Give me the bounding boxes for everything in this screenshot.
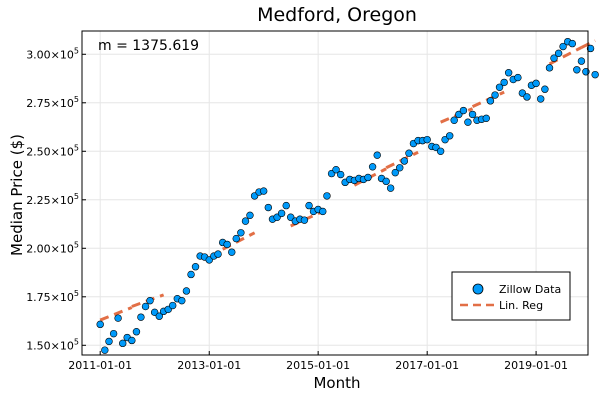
- legend-label-zillow-data: Zillow Data: [499, 283, 561, 296]
- data-point: [482, 114, 490, 123]
- data-point: [228, 248, 236, 256]
- data-point: [119, 339, 127, 348]
- data-point: [405, 149, 413, 157]
- data-point: [114, 314, 122, 322]
- data-point: [396, 164, 404, 172]
- data-point: [568, 39, 577, 48]
- data-point: [423, 135, 431, 144]
- data-point: [282, 201, 290, 210]
- y-tick-label: 2.50×105: [26, 143, 79, 158]
- data-point: [101, 346, 109, 354]
- data-point: [573, 66, 581, 74]
- data-point: [128, 336, 136, 345]
- legend-marker-zillow-data: [472, 283, 484, 295]
- data-point: [500, 78, 508, 87]
- plot-frame: [81, 30, 589, 356]
- data-point: [155, 312, 163, 320]
- data-point: [550, 54, 558, 62]
- x-axis-label: Month: [313, 374, 360, 392]
- data-point: [264, 203, 273, 212]
- data-point: [541, 85, 549, 93]
- data-point: [554, 49, 563, 58]
- data-point: [391, 168, 399, 177]
- x-tick-label: 2013-01-01: [177, 359, 241, 372]
- data-point: [400, 157, 409, 165]
- y-tick-label: 2.75×105: [26, 95, 79, 110]
- data-point: [559, 42, 567, 51]
- data-point: [105, 337, 113, 346]
- data-point: [545, 64, 554, 72]
- legend-label-lin-reg: Lin. Reg: [499, 299, 543, 312]
- data-point: [491, 91, 499, 99]
- data-point: [141, 302, 150, 311]
- data-point: [187, 270, 195, 279]
- data-point: [332, 166, 340, 174]
- x-tick-label: 2015-01-01: [286, 359, 350, 372]
- data-point: [368, 163, 377, 171]
- data-point: [109, 329, 118, 338]
- data-point: [436, 147, 445, 155]
- data-point: [459, 106, 468, 115]
- data-point: [96, 320, 104, 329]
- y-tick-label: 2.00×105: [26, 240, 79, 255]
- data-point: [191, 263, 200, 271]
- y-tick-label: 3.00×105: [26, 46, 79, 61]
- data-point: [386, 184, 395, 192]
- data-point: [132, 328, 141, 336]
- legend: Zillow Data Lin. Reg: [451, 271, 571, 321]
- data-point: [237, 229, 245, 237]
- data-point: [232, 234, 240, 243]
- data-point: [241, 217, 250, 225]
- data-point: [319, 207, 327, 216]
- data-point: [178, 296, 186, 305]
- data-point: [504, 69, 513, 77]
- x-tick-label: 2017-01-01: [395, 359, 459, 372]
- data-point: [577, 57, 586, 65]
- data-point: [300, 216, 309, 224]
- chart-title: Medford, Oregon: [257, 4, 417, 26]
- data-point: [591, 70, 599, 79]
- data-point: [464, 118, 472, 126]
- data-point: [537, 95, 545, 103]
- series-layer: [96, 37, 599, 354]
- data-point: [486, 97, 495, 105]
- data-point: [305, 201, 313, 210]
- data-point: [137, 313, 145, 321]
- y-tick-label: 1.75×105: [26, 289, 79, 304]
- x-tick-label: 2011-01-01: [68, 359, 132, 372]
- data-point: [446, 132, 454, 140]
- data-point: [586, 44, 595, 53]
- data-point: [468, 110, 477, 119]
- data-point: [214, 250, 222, 258]
- data-point: [223, 240, 231, 249]
- data-point: [323, 192, 331, 200]
- data-point: [373, 151, 381, 159]
- regression-segment: [99, 306, 133, 322]
- data-point: [495, 83, 504, 91]
- data-point: [259, 187, 268, 195]
- legend-box: [451, 271, 571, 321]
- data-point: [523, 93, 531, 101]
- data-point: [246, 211, 254, 220]
- tick-layer: 2011-01-01 2013-01-01 2015-01-01 2017-01-01…: [26, 46, 568, 372]
- data-point: [450, 116, 458, 124]
- y-tick-label: 1.50×105: [26, 337, 79, 352]
- y-axis-label: Median Price ($): [8, 134, 26, 256]
- data-point: [364, 173, 372, 182]
- slope-annotation: m = 1375.619: [98, 38, 199, 54]
- data-point: [514, 73, 522, 82]
- data-point: [182, 287, 191, 295]
- data-point: [532, 79, 540, 88]
- data-point: [146, 296, 154, 305]
- data-point: [168, 301, 177, 310]
- data-point: [382, 177, 390, 186]
- data-point: [336, 170, 345, 179]
- data-point: [277, 209, 286, 218]
- grid-layer: [82, 31, 588, 355]
- x-tick-label: 2019-01-01: [504, 359, 568, 372]
- y-tick-label: 2.25×105: [26, 192, 79, 207]
